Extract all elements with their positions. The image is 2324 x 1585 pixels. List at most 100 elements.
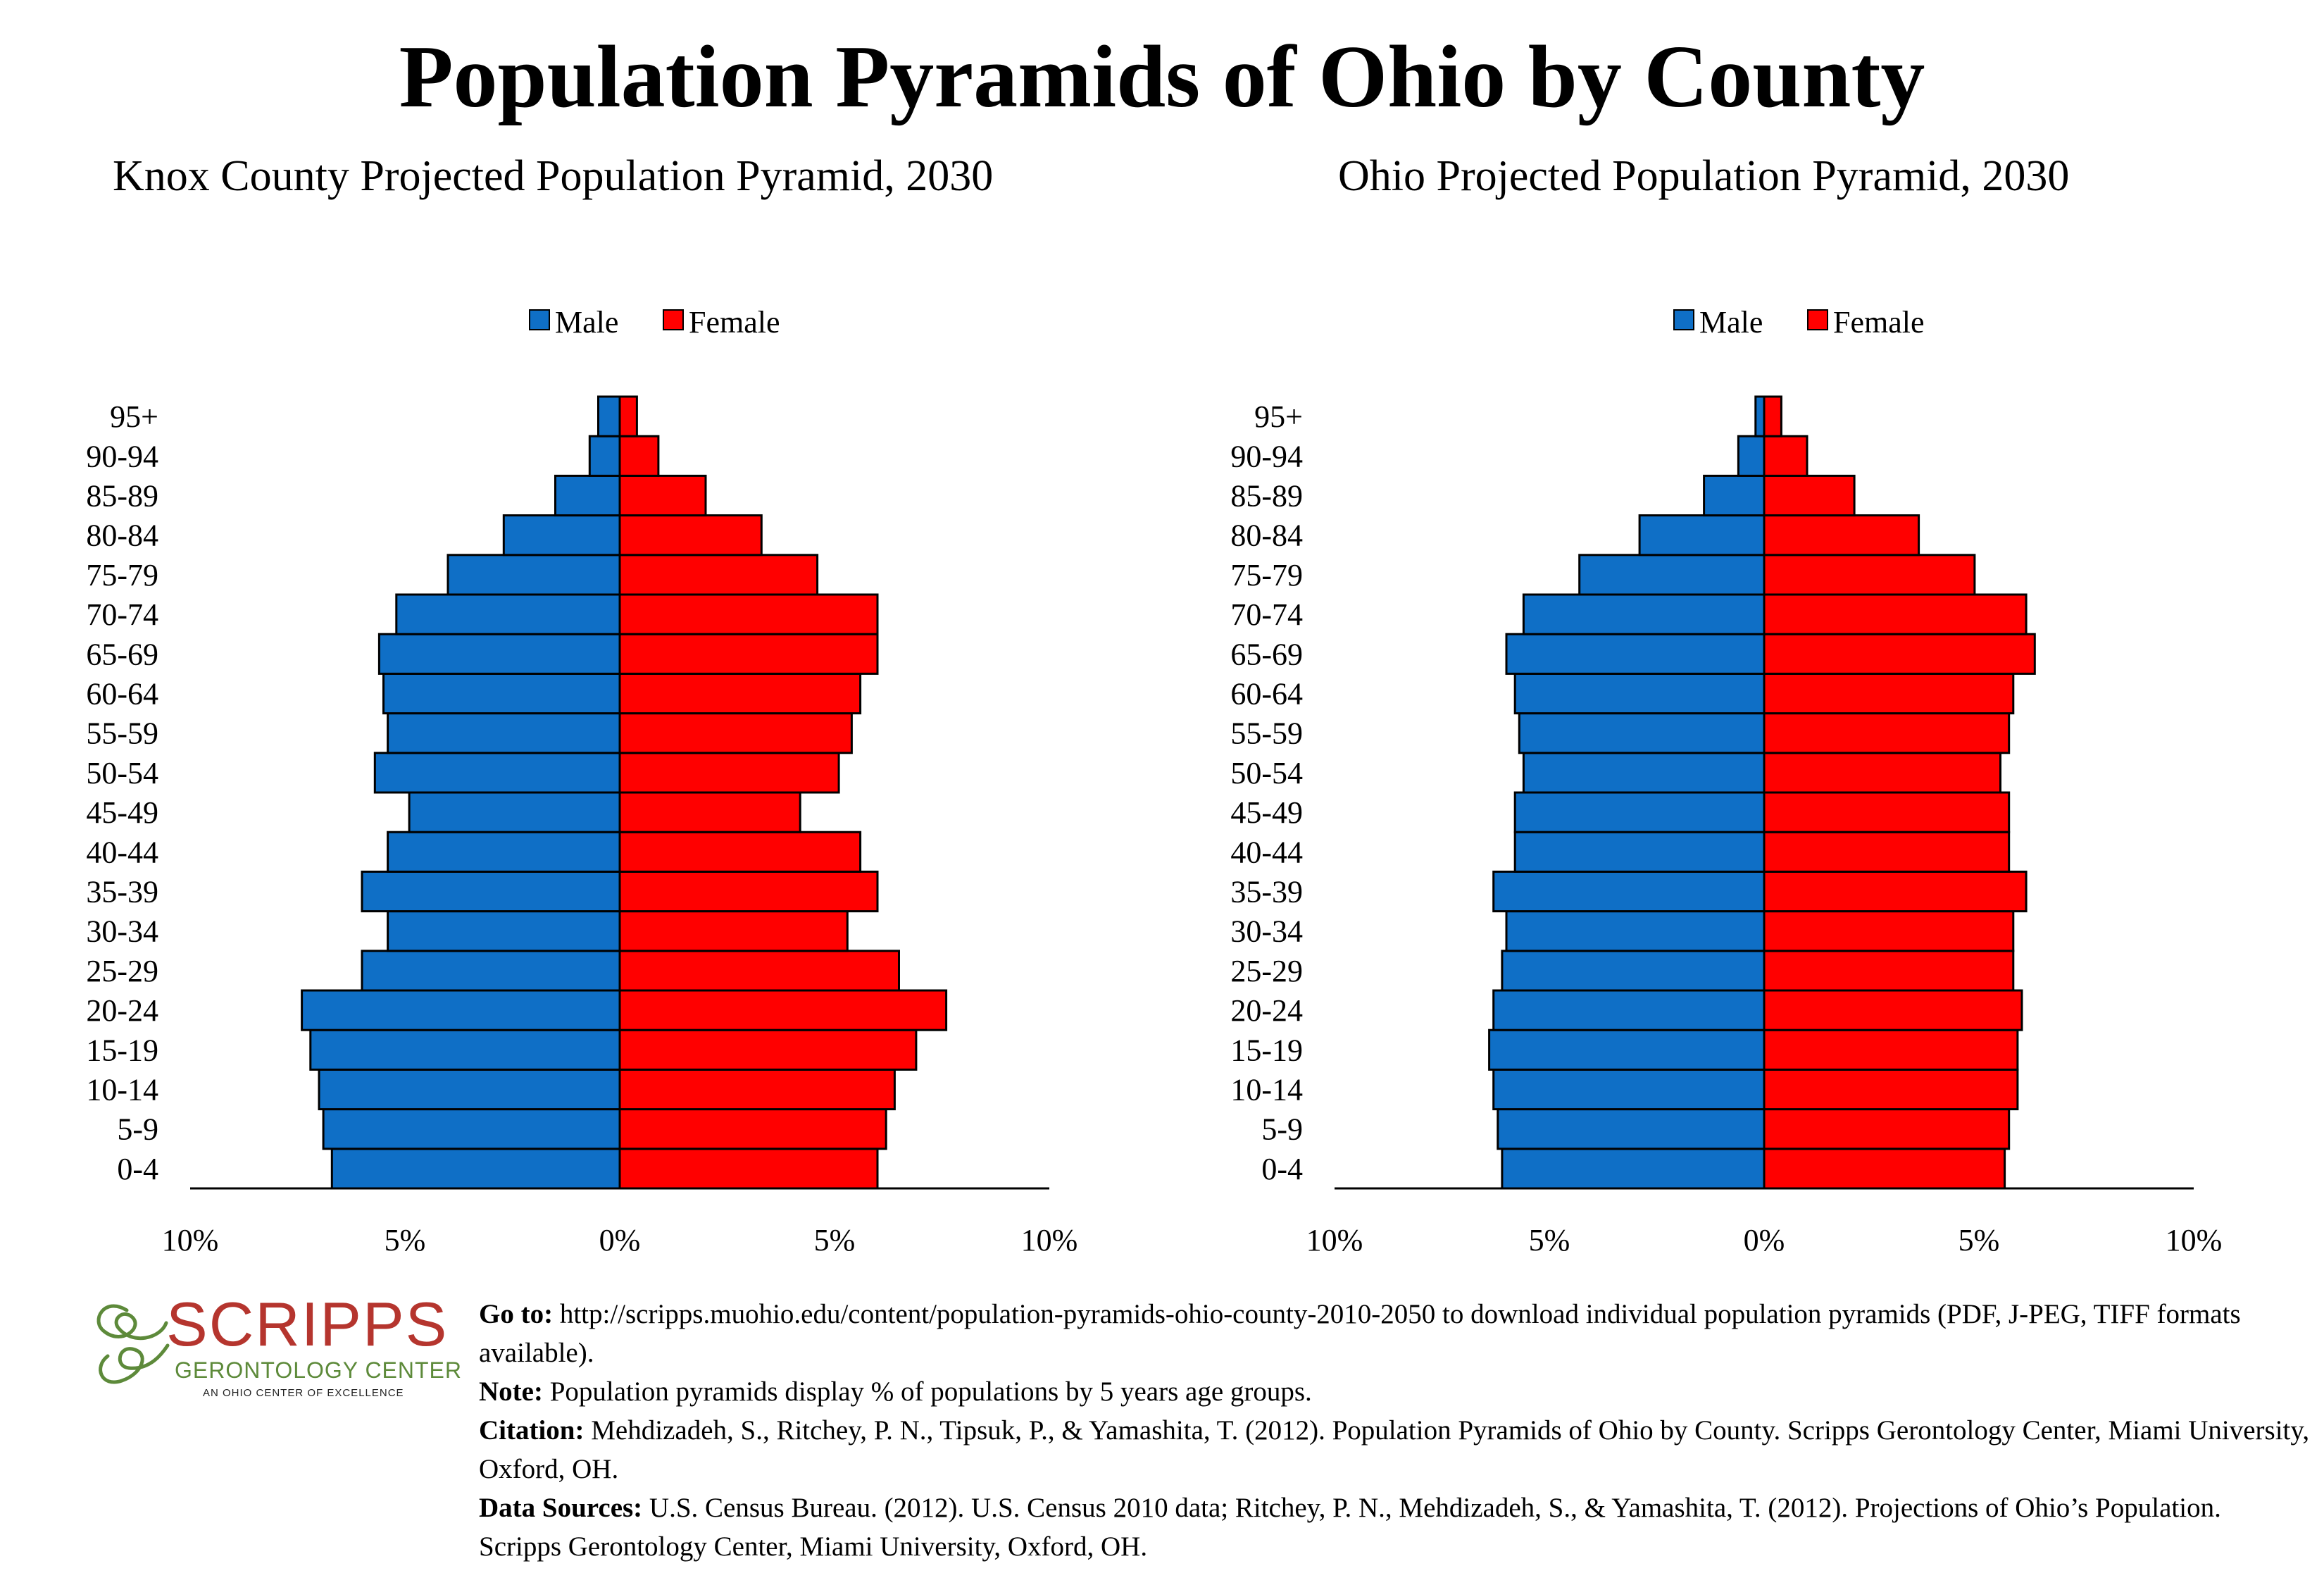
male-bar bbox=[361, 870, 621, 913]
charts-area: Knox County Projected Population Pyramid… bbox=[86, 152, 2223, 1257]
age-group-label: 95+ bbox=[1254, 399, 1303, 434]
age-group-label: 0-4 bbox=[117, 1152, 158, 1186]
age-group-label: 80-84 bbox=[1230, 518, 1303, 553]
age-group-label: 25-29 bbox=[86, 954, 158, 988]
male-bar bbox=[309, 1028, 621, 1071]
male-bar bbox=[1501, 950, 1766, 992]
male-bar bbox=[1505, 633, 1766, 675]
scripps-logo: SCRIPPS GERONTOLOGY CENTER AN OHIO CENTE… bbox=[96, 1289, 462, 1399]
female-bar bbox=[618, 712, 853, 754]
female-bar bbox=[1763, 752, 2001, 794]
age-group-label: 90-94 bbox=[86, 439, 158, 473]
female-bar bbox=[1763, 474, 1856, 517]
female-bar bbox=[618, 752, 840, 794]
sources-text: U.S. Census Bureau. (2012). U.S. Census … bbox=[479, 1493, 2221, 1562]
female-bar bbox=[618, 395, 638, 437]
male-bar bbox=[1638, 514, 1766, 557]
female-bar bbox=[618, 1148, 879, 1190]
male-bar bbox=[1492, 989, 1766, 1031]
age-group-label: 55-59 bbox=[1230, 716, 1303, 751]
male-bar bbox=[1492, 870, 1766, 913]
age-group-label: 20-24 bbox=[86, 993, 158, 1028]
female-bar bbox=[618, 593, 879, 635]
female-bar bbox=[1763, 791, 2011, 833]
x-tick-label: 0% bbox=[599, 1223, 641, 1257]
age-group-label: 80-84 bbox=[86, 518, 158, 553]
female-bar bbox=[618, 1028, 918, 1071]
female-bar bbox=[618, 554, 819, 596]
female-bar bbox=[1763, 870, 2028, 913]
age-group-label: 75-79 bbox=[1230, 558, 1303, 592]
age-group-label: 5-9 bbox=[1261, 1112, 1303, 1147]
logo-wordmark: SCRIPPS bbox=[166, 1289, 448, 1359]
male-bar bbox=[377, 633, 621, 675]
x-tick-label: 10% bbox=[162, 1223, 219, 1257]
female-bar bbox=[1763, 950, 2015, 992]
female-bar bbox=[618, 1068, 896, 1111]
male-bar bbox=[1513, 831, 1766, 873]
male-bar bbox=[373, 752, 621, 794]
age-group-label: 70-74 bbox=[1230, 597, 1303, 632]
age-group-label: 90-94 bbox=[1230, 439, 1303, 473]
age-group-label: 35-39 bbox=[1230, 875, 1303, 909]
male-bar bbox=[382, 672, 621, 715]
male-bar bbox=[361, 950, 621, 992]
age-group-label: 0-4 bbox=[1261, 1152, 1303, 1186]
male-bar bbox=[1754, 395, 1766, 437]
footer-notes: Go to: http://scripps.muohio.edu/content… bbox=[479, 1295, 2310, 1566]
x-tick-label: 5% bbox=[1958, 1223, 2000, 1257]
male-bar bbox=[330, 1148, 621, 1190]
male-bar bbox=[1501, 1148, 1766, 1190]
citation-label: Citation: bbox=[479, 1415, 585, 1446]
citation-text: Mehdizadeh, S., Ritchey, P. N., Tipsuk, … bbox=[479, 1415, 2310, 1484]
age-group-label: 15-19 bbox=[86, 1033, 158, 1067]
footer-citation: Citation: Mehdizadeh, S., Ritchey, P. N.… bbox=[479, 1411, 2310, 1488]
x-tick-label: 0% bbox=[1744, 1223, 1785, 1257]
chart-legend: Male Female bbox=[1673, 305, 1925, 340]
female-bar bbox=[618, 435, 660, 477]
legend-male-swatch bbox=[1673, 309, 1694, 330]
logo-subtitle: GERONTOLOGY CENTER bbox=[175, 1357, 462, 1383]
male-bar bbox=[387, 712, 621, 754]
male-bar bbox=[395, 593, 621, 635]
female-bar bbox=[618, 672, 862, 715]
age-group-label: 35-39 bbox=[86, 875, 158, 909]
legend-female-label: Female bbox=[1833, 305, 1925, 340]
male-bar bbox=[1513, 791, 1766, 833]
male-bar bbox=[1497, 1108, 1766, 1150]
female-bar bbox=[1763, 514, 1920, 557]
female-bar bbox=[618, 950, 900, 992]
age-group-label: 55-59 bbox=[86, 716, 158, 751]
male-bar bbox=[1737, 435, 1766, 477]
female-bar bbox=[618, 791, 801, 833]
age-group-label: 10-14 bbox=[86, 1073, 158, 1107]
age-group-label: 60-64 bbox=[1230, 677, 1303, 711]
legend-male-label: Male bbox=[1699, 305, 1763, 340]
age-group-label: 85-89 bbox=[86, 479, 158, 514]
x-tick-label: 10% bbox=[2166, 1223, 2223, 1257]
logo-swirl-icon bbox=[96, 1304, 170, 1384]
age-group-label: 10-14 bbox=[1230, 1073, 1303, 1107]
age-group-label: 40-44 bbox=[1230, 835, 1303, 869]
female-bar bbox=[618, 870, 879, 913]
age-group-label: 60-64 bbox=[86, 677, 158, 711]
male-bar bbox=[1703, 474, 1766, 517]
female-bar bbox=[618, 1108, 887, 1150]
male-bar bbox=[1578, 554, 1766, 596]
age-group-label: 15-19 bbox=[1230, 1033, 1303, 1067]
age-group-label: 45-49 bbox=[1230, 795, 1303, 830]
legend-male-label: Male bbox=[555, 305, 618, 340]
female-bar bbox=[1763, 1148, 2006, 1190]
male-bar bbox=[408, 791, 621, 833]
age-group-label: 25-29 bbox=[1230, 954, 1303, 988]
male-bar bbox=[1522, 593, 1766, 635]
male-bar bbox=[588, 435, 621, 477]
male-bar bbox=[387, 910, 621, 952]
male-bar bbox=[597, 395, 621, 437]
legend-female-swatch bbox=[663, 309, 684, 330]
age-group-label: 5-9 bbox=[117, 1112, 158, 1147]
age-group-label: 30-34 bbox=[1230, 914, 1303, 949]
female-bar bbox=[618, 514, 763, 557]
male-bar bbox=[301, 989, 621, 1031]
x-tick-label: 10% bbox=[1021, 1223, 1078, 1257]
